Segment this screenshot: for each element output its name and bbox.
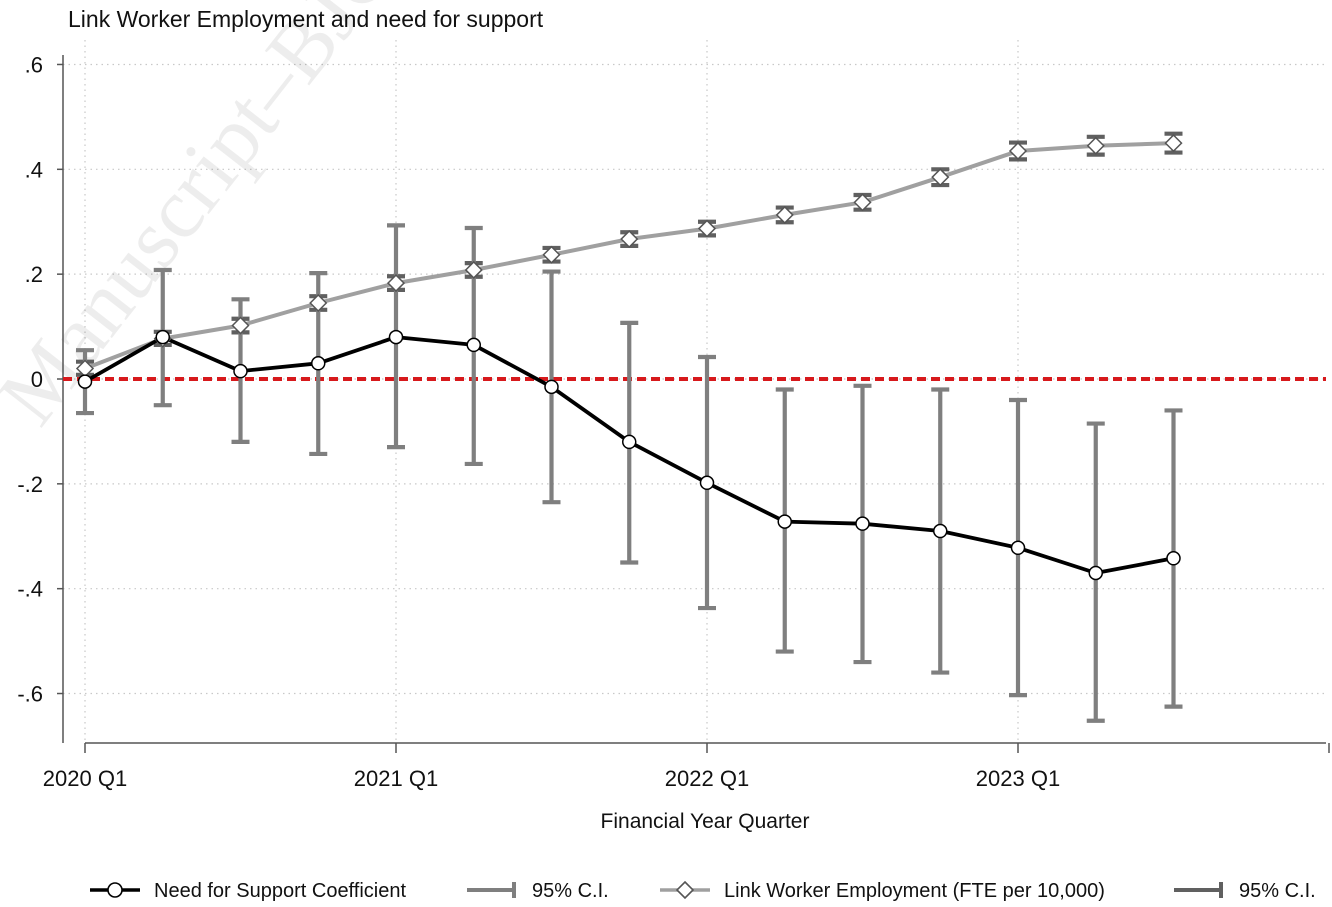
support-point	[311, 356, 326, 371]
chart-title: Link Worker Employment and need for supp…	[68, 6, 544, 32]
x-axis-title: Financial Year Quarter	[601, 810, 810, 833]
legend-support-label: Need for Support Coefficient	[154, 880, 406, 902]
support-point	[466, 337, 481, 353]
legend-employment-ci-label: 95% C.I.	[1239, 880, 1316, 902]
support-ci-bars	[76, 223, 1183, 723]
employment-point	[1164, 134, 1183, 153]
employment-point	[620, 229, 639, 249]
axes: .6 .4 .2 0 -.2 -.4 -.6 2020 Q1 2021 Q1 2022 Q1 202…	[17, 52, 1330, 791]
employment-point	[309, 293, 328, 313]
legend-employment-label: Link Worker Employment (FTE per 10,000)	[724, 880, 1105, 902]
legend-item-support-ci: 95% C.I.	[467, 880, 609, 902]
y-tick-label: .4	[25, 157, 43, 182]
watermark: Manuscript–BJGP	[0, 0, 446, 442]
support-point	[1010, 540, 1026, 556]
support-point	[933, 523, 948, 539]
employment-point	[775, 205, 794, 224]
y-tick-label: 0	[31, 367, 43, 392]
employment-point	[697, 219, 717, 238]
y-tick-label: .6	[25, 52, 43, 77]
x-tick-label: 2020 Q1	[43, 766, 127, 791]
y-tick-label: .2	[25, 262, 43, 287]
employment-point	[931, 168, 950, 187]
x-tick-label: 2023 Q1	[976, 766, 1060, 791]
support-markers	[77, 329, 1181, 581]
support-point	[388, 329, 404, 345]
employment-point	[1086, 136, 1105, 155]
legend-circle-marker-icon	[107, 882, 123, 898]
support-point	[544, 379, 559, 395]
watermark-text: Manuscript–BJGP	[0, 0, 446, 442]
employment-point	[853, 193, 872, 212]
employment-point	[542, 245, 561, 264]
support-point	[699, 475, 715, 491]
y-tick-label: -.4	[17, 577, 43, 602]
employment-point	[1008, 141, 1028, 161]
support-point	[1088, 565, 1103, 581]
legend-item-employment: Link Worker Employment (FTE per 10,000)	[660, 880, 1105, 902]
legend-item-support: Need for Support Coefficient	[90, 880, 406, 902]
chart-plot: Manuscript–BJGP .6 .4 .2 0 -.2 -.4 -.6 2020 Q1 2…	[0, 0, 1330, 833]
support-point	[622, 434, 637, 450]
y-tick-label: -.6	[17, 682, 43, 707]
employment-point	[386, 274, 406, 293]
legend-diamond-marker-icon	[675, 880, 695, 900]
support-point	[777, 514, 792, 529]
employment-point	[464, 260, 483, 280]
legend-support-ci-label: 95% C.I.	[532, 880, 609, 902]
legend: Need for Support Coefficient 95% C.I. Li…	[90, 880, 1316, 902]
support-point	[155, 329, 170, 345]
legend-item-employment-ci: 95% C.I.	[1174, 880, 1316, 902]
y-tick-label: -.2	[17, 472, 43, 497]
employment-point	[231, 316, 250, 335]
support-point	[233, 363, 248, 379]
support-point	[77, 374, 93, 389]
support-point	[855, 516, 870, 531]
support-point	[1166, 551, 1181, 566]
x-tick-label: 2022 Q1	[665, 766, 749, 791]
x-tick-label: 2021 Q1	[354, 766, 438, 791]
